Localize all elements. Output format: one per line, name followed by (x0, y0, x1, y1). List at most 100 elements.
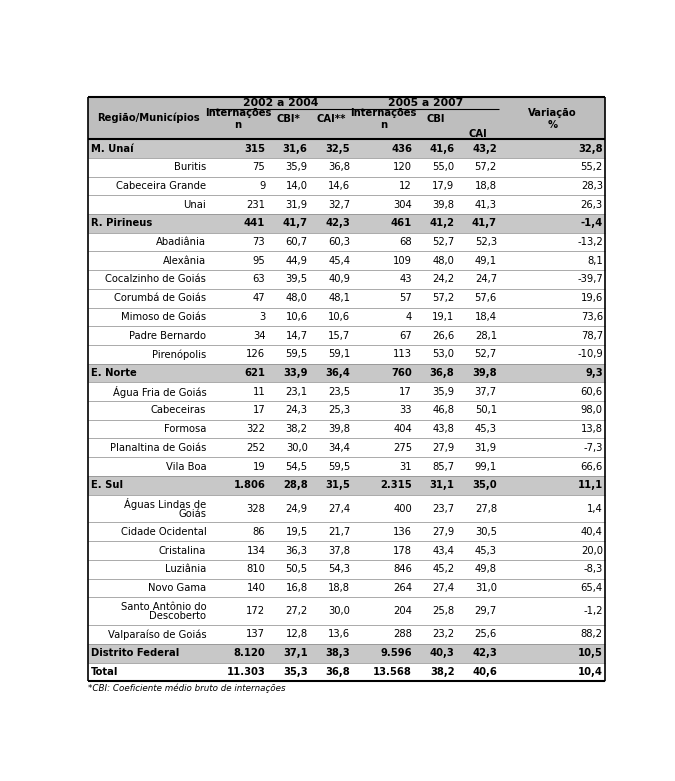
Text: 27,8: 27,8 (475, 504, 497, 514)
Text: 9.596: 9.596 (381, 648, 412, 658)
Text: CAI**: CAI** (317, 114, 346, 123)
Text: 23,2: 23,2 (433, 629, 454, 640)
Text: 24,7: 24,7 (475, 274, 497, 284)
Text: 57,2: 57,2 (432, 293, 454, 303)
Text: 136: 136 (393, 527, 412, 537)
Text: 41,7: 41,7 (472, 219, 497, 228)
Text: 40,4: 40,4 (581, 527, 603, 537)
Text: 31,0: 31,0 (475, 583, 497, 593)
Text: 204: 204 (394, 606, 412, 616)
Text: 109: 109 (393, 255, 412, 266)
Text: Unai: Unai (184, 200, 207, 209)
Bar (88, 364, 605, 383)
Text: 760: 760 (392, 368, 412, 378)
Text: 37,8: 37,8 (328, 545, 350, 555)
Text: 42,3: 42,3 (472, 648, 497, 658)
Bar (88, 289, 605, 308)
Text: 16,8: 16,8 (286, 583, 308, 593)
Text: 60,7: 60,7 (286, 237, 308, 247)
Text: 172: 172 (246, 606, 265, 616)
Bar (88, 195, 605, 214)
Text: 252: 252 (246, 443, 265, 453)
Text: CBI*: CBI* (277, 114, 301, 123)
Text: CBI: CBI (427, 114, 445, 123)
Text: 53,0: 53,0 (433, 349, 454, 359)
Text: 24,9: 24,9 (286, 504, 308, 514)
Text: 15,7: 15,7 (328, 330, 350, 341)
Text: 86: 86 (252, 527, 265, 537)
Text: 17,9: 17,9 (432, 181, 454, 191)
Text: 30,0: 30,0 (328, 606, 350, 616)
Text: 43,8: 43,8 (433, 424, 454, 434)
Text: Descoberto: Descoberto (149, 612, 207, 621)
Text: 27,4: 27,4 (433, 583, 454, 593)
Text: 12,8: 12,8 (286, 629, 308, 640)
Text: -10,9: -10,9 (577, 349, 603, 359)
Bar (88, 662, 605, 681)
Text: 8.120: 8.120 (234, 648, 265, 658)
Text: 9,3: 9,3 (585, 368, 603, 378)
Bar (88, 214, 605, 233)
Text: 95: 95 (252, 255, 265, 266)
Text: 441: 441 (244, 219, 265, 228)
Text: Cidade Ocidental: Cidade Ocidental (121, 527, 207, 537)
Text: 12: 12 (400, 181, 412, 191)
Text: 19,6: 19,6 (580, 293, 603, 303)
Text: 27,9: 27,9 (432, 443, 454, 453)
Text: Internações
n: Internações n (350, 108, 416, 130)
Text: 36,8: 36,8 (325, 667, 350, 677)
Text: 2005 a 2007: 2005 a 2007 (388, 98, 464, 108)
Text: 31,5: 31,5 (325, 480, 350, 490)
Text: 59,5: 59,5 (328, 462, 350, 472)
Bar (88, 251, 605, 270)
Text: -7,3: -7,3 (583, 443, 603, 453)
Text: 20,0: 20,0 (581, 545, 603, 555)
Text: 29,7: 29,7 (475, 606, 497, 616)
Text: 11.303: 11.303 (227, 667, 265, 677)
Text: 404: 404 (394, 424, 412, 434)
Text: Total: Total (90, 667, 118, 677)
Text: 68: 68 (400, 237, 412, 247)
Text: Cocalzinho de Goiás: Cocalzinho de Goiás (105, 274, 207, 284)
Text: Água Fria de Goiás: Água Fria de Goiás (113, 386, 207, 398)
Text: 134: 134 (246, 545, 265, 555)
Text: 26,3: 26,3 (580, 200, 603, 209)
Text: 120: 120 (393, 162, 412, 173)
Text: 48,1: 48,1 (328, 293, 350, 303)
Text: 43,2: 43,2 (472, 144, 497, 154)
Text: 810: 810 (246, 564, 265, 574)
Text: Valparaíso de Goiás: Valparaíso de Goiás (108, 629, 207, 640)
Text: 18,4: 18,4 (475, 312, 497, 322)
Text: 19,1: 19,1 (432, 312, 454, 322)
Text: 11,1: 11,1 (578, 480, 603, 490)
Text: 9: 9 (259, 181, 265, 191)
Text: 52,3: 52,3 (475, 237, 497, 247)
Text: 66,6: 66,6 (580, 462, 603, 472)
Text: 41,3: 41,3 (475, 200, 497, 209)
Text: 88,2: 88,2 (581, 629, 603, 640)
Text: 44,9: 44,9 (286, 255, 308, 266)
Text: 10,6: 10,6 (286, 312, 308, 322)
Text: 23,7: 23,7 (433, 504, 454, 514)
Text: 288: 288 (394, 629, 412, 640)
Text: 14,0: 14,0 (286, 181, 308, 191)
Text: 98,0: 98,0 (581, 405, 603, 415)
Text: 39,5: 39,5 (286, 274, 308, 284)
Text: 37,1: 37,1 (283, 648, 308, 658)
Bar (88, 139, 605, 158)
Text: 25,8: 25,8 (433, 606, 454, 616)
Text: R. Pirineus: R. Pirineus (90, 219, 152, 228)
Bar (88, 476, 605, 494)
Text: 57: 57 (400, 293, 412, 303)
Text: 45,2: 45,2 (433, 564, 454, 574)
Text: 48,0: 48,0 (433, 255, 454, 266)
Text: 17: 17 (400, 387, 412, 397)
Text: Santo Antônio do: Santo Antônio do (121, 602, 207, 612)
Text: Buritis: Buritis (174, 162, 207, 173)
Text: 35,0: 35,0 (472, 480, 497, 490)
Bar (88, 644, 605, 662)
Bar (88, 97, 605, 139)
Text: 140: 140 (246, 583, 265, 593)
Text: 17: 17 (252, 405, 265, 415)
Bar (88, 177, 605, 195)
